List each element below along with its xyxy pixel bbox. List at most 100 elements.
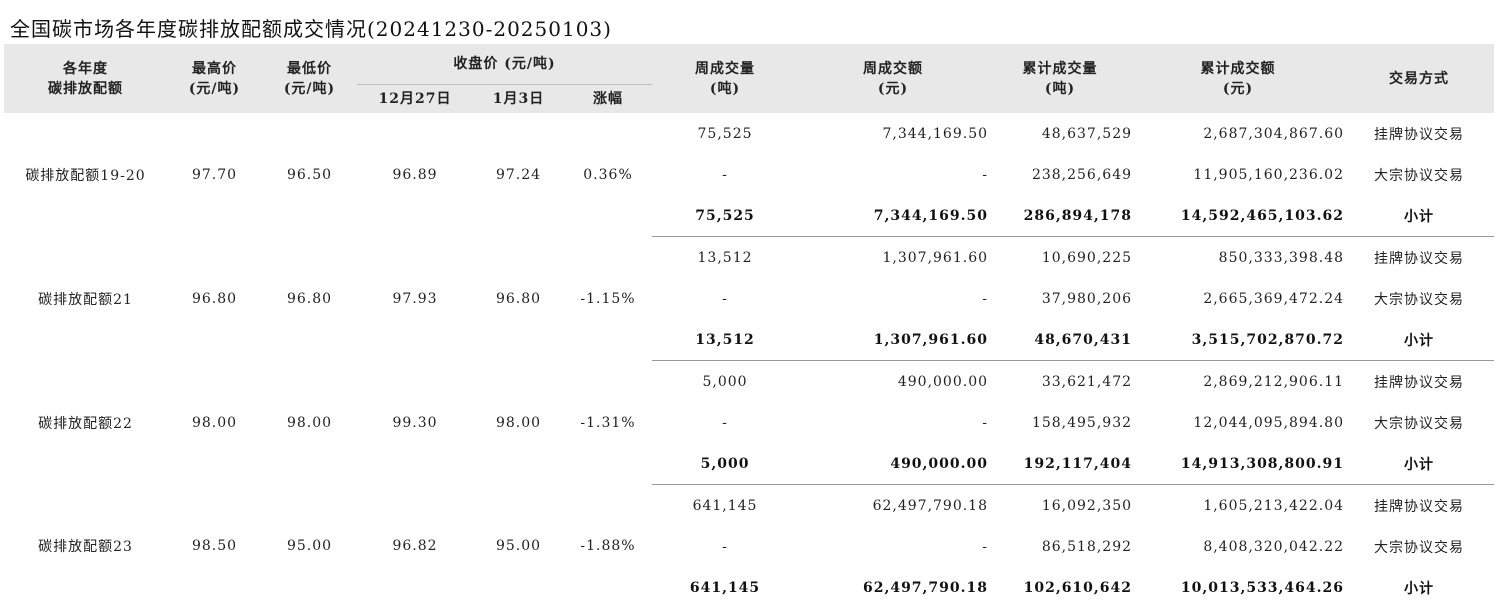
trade-method: 大宗协议交易	[1374, 291, 1465, 308]
week-volume: -	[722, 414, 728, 431]
trade-method: 大宗协议交易	[1374, 539, 1465, 556]
cum-amount: 10,013,533,464.26	[1180, 579, 1345, 596]
week-volume: 75,525	[697, 125, 753, 142]
allowance-name: 碳排放配额21	[38, 291, 133, 308]
cum-volume: 33,621,472	[1041, 373, 1133, 390]
price-change: 0.36%	[583, 166, 633, 183]
trading-table: 各年度 碳排放配额 最高价 (元/吨) 最低价 (元/吨) 收盘价 (元/吨) …	[4, 44, 1495, 608]
trade-method: 挂牌协议交易	[1374, 250, 1465, 267]
week-volume: -	[722, 538, 728, 555]
high-price: 97.70	[191, 166, 238, 183]
trade-method: 小计	[1344, 443, 1495, 485]
trade-method: 小计	[1404, 580, 1435, 597]
table-row: 碳排放配额22 98.00 98.00 99.30 98.00 -1.31% 5…	[4, 361, 1494, 432]
cum-amount: 12,044,095,894.80	[1193, 414, 1345, 431]
table-row: 碳排放配额23 98.50 95.00 96.82 95.00 -1.88% 6…	[4, 485, 1494, 556]
week-amount: 1,307,961.60	[882, 249, 989, 266]
week-amount: 7,344,169.50	[882, 125, 989, 142]
close-prev: 97.93	[392, 290, 438, 307]
week-volume: -	[722, 166, 728, 183]
close-curr: 95.00	[495, 538, 542, 555]
trade-method: 挂牌协议交易	[1374, 126, 1465, 143]
price-change: -1.31%	[580, 414, 636, 431]
week-amount: -	[982, 414, 989, 431]
low-price: 98.00	[286, 414, 333, 431]
close-prev: 99.30	[392, 414, 438, 431]
low-price: 95.00	[286, 538, 333, 555]
cum-volume: 192,117,404	[988, 443, 1133, 485]
week-volume: 13,512	[697, 249, 753, 266]
table-row: 碳排放配额19-20 97.70 96.50 96.89 97.24 0.36%…	[4, 113, 1494, 184]
close-curr: 98.00	[495, 414, 542, 431]
header-row-2: 12月27日 1月3日 涨幅	[4, 84, 1494, 113]
cum-volume: 286,894,178	[988, 195, 1133, 237]
trade-method: 大宗协议交易	[1374, 167, 1465, 184]
header-change: 涨幅	[564, 84, 653, 113]
cum-amount: 2,665,369,472.24	[1203, 290, 1345, 307]
table-row: - - 37,980,206 2,665,369,472.24 大宗协议交易	[4, 278, 1494, 319]
header-week-volume: 周成交量 (吨)	[652, 44, 799, 113]
cum-volume: 48,670,431	[988, 319, 1133, 361]
cum-volume: 48,637,529	[1041, 125, 1133, 142]
cum-amount: 2,869,212,906.11	[1203, 373, 1345, 390]
week-volume: -	[722, 290, 728, 307]
trade-method: 大宗协议交易	[1374, 415, 1465, 432]
subtotal-row: 641,145 62,497,790.18 102,610,642 10,013…	[4, 567, 1494, 608]
trade-method: 小计	[1344, 195, 1495, 237]
week-amount: 1,307,961.60	[798, 319, 989, 361]
allowance-name: 碳排放配额19-20	[25, 167, 146, 184]
week-volume: 5,000	[652, 443, 799, 485]
week-amount: 490,000.00	[897, 373, 989, 390]
cum-volume: 238,256,649	[1031, 166, 1133, 183]
trade-method: 小计	[1344, 319, 1495, 361]
cum-amount: 850,333,398.48	[1218, 249, 1345, 266]
table-row: - - 86,518,292 8,408,320,042.22 大宗协议交易	[4, 526, 1494, 567]
header-method: 交易方式	[1344, 44, 1495, 113]
week-volume: 5,000	[702, 373, 748, 390]
header-close-price: 收盘价 (元/吨)	[357, 44, 653, 85]
cum-amount: 14,913,308,800.91	[1132, 443, 1345, 485]
table-row: - - 158,495,932 12,044,095,894.80 大宗协议交易	[4, 402, 1494, 443]
high-price: 98.00	[191, 414, 238, 431]
cum-amount: 11,905,160,236.02	[1193, 166, 1345, 183]
header-close-prev: 12月27日	[357, 84, 473, 113]
cum-volume: 158,495,932	[1031, 414, 1133, 431]
cum-volume: 37,980,206	[1041, 290, 1133, 307]
week-amount: -	[982, 166, 989, 183]
table-row: 碳排放配额21 96.80 96.80 97.93 96.80 -1.15% 1…	[4, 237, 1494, 308]
header-cum-volume: 累计成交量 (吨)	[988, 44, 1133, 113]
week-amount: 490,000.00	[798, 443, 989, 485]
allowance-name: 碳排放配额22	[38, 415, 133, 432]
low-price: 96.80	[286, 290, 333, 307]
cum-volume: 16,092,350	[1041, 497, 1133, 514]
cum-volume: 86,518,292	[1041, 538, 1133, 555]
subtotal-row: 5,000 490,000.00 192,117,404 14,913,308,…	[4, 443, 1495, 485]
header-week-amount: 周成交额 (元)	[798, 44, 989, 113]
header-cum-amount: 累计成交额 (元)	[1132, 44, 1345, 113]
price-change: -1.15%	[580, 290, 636, 307]
page-title: 全国碳市场各年度碳排放配额成交情况(20241230-20250103)	[10, 17, 612, 41]
week-amount: -	[982, 538, 989, 555]
price-change: -1.88%	[580, 538, 636, 555]
trade-method: 挂牌协议交易	[1374, 498, 1465, 515]
allowance-name: 碳排放配额23	[38, 539, 133, 556]
cum-amount: 3,515,702,870.72	[1132, 319, 1345, 361]
cum-amount: 2,687,304,867.60	[1203, 125, 1345, 142]
high-price: 96.80	[191, 290, 238, 307]
week-volume: 641,145	[692, 497, 758, 514]
cum-amount: 8,408,320,042.22	[1203, 538, 1345, 555]
week-volume: 641,145	[689, 579, 761, 596]
header-close-curr: 1月3日	[473, 84, 564, 113]
close-curr: 96.80	[495, 290, 542, 307]
week-amount: -	[982, 290, 989, 307]
week-amount: 7,344,169.50	[798, 195, 989, 237]
cum-amount: 14,592,465,103.62	[1132, 195, 1345, 237]
week-volume: 13,512	[652, 319, 799, 361]
week-amount: 62,497,790.18	[872, 497, 989, 514]
cum-volume: 10,690,225	[1041, 249, 1133, 266]
week-amount: 62,497,790.18	[862, 579, 989, 596]
cum-amount: 1,605,213,422.04	[1203, 497, 1345, 514]
close-curr: 97.24	[495, 166, 542, 183]
header-high-price: 最高价 (元/吨)	[167, 44, 262, 113]
header-row-1: 各年度 碳排放配额 最高价 (元/吨) 最低价 (元/吨) 收盘价 (元/吨) …	[4, 44, 1495, 113]
